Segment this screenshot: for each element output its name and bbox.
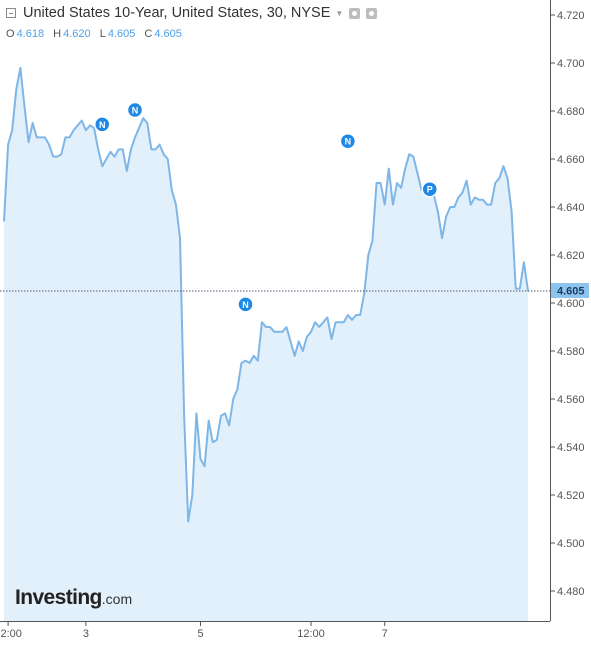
series-line <box>3 66 529 523</box>
collapse-icon[interactable] <box>6 8 16 18</box>
event-marker <box>94 116 111 133</box>
event-marker-label: P <box>427 185 433 195</box>
ohlc-low-value: 4.605 <box>107 28 136 40</box>
chevron-down-icon[interactable]: ▼ <box>335 8 344 18</box>
ohlc-close-key: C <box>144 28 153 40</box>
ohlc-close-value: 4.605 <box>154 28 182 40</box>
y-tick-label: 4.600 <box>557 298 585 310</box>
x-tick-label: 5 <box>197 628 203 640</box>
ohlc-open-key: O <box>6 28 15 40</box>
visibility-icon[interactable] <box>349 7 361 19</box>
current-price-label: 4.605 <box>557 286 585 298</box>
event-marker <box>237 296 254 313</box>
ohlc-readout: O 4.618 H 4.620 L 4.605 C 4.605 <box>6 28 188 40</box>
y-tick-label: 4.560 <box>557 394 585 406</box>
y-tick-label: 4.480 <box>557 586 585 598</box>
y-tick-label: 4.520 <box>557 490 585 502</box>
event-marker-label: N <box>132 106 139 116</box>
ohlc-high-key: H <box>53 28 62 40</box>
y-tick-label: 4.500 <box>557 538 585 550</box>
event-marker-label: N <box>345 137 352 147</box>
logo-domain: .com <box>101 591 133 607</box>
series-area <box>4 67 528 622</box>
ohlc-low-key: L <box>99 28 106 40</box>
investing-logo: Investing.com <box>15 586 132 610</box>
event-marker <box>339 132 357 150</box>
event-marker <box>421 180 438 198</box>
y-tick-label: 4.700 <box>557 58 585 70</box>
y-tick-label: 4.660 <box>557 154 585 166</box>
event-marker-label: N <box>99 120 106 130</box>
settings-icon[interactable] <box>366 7 378 19</box>
ohlc-open-value: 4.618 <box>16 28 45 40</box>
y-tick-label: 4.580 <box>557 346 585 358</box>
x-tick-label: 12:00 <box>0 628 22 640</box>
chart-header: United States 10-Year, United States, 30… <box>6 5 378 21</box>
y-tick-label: 4.640 <box>557 202 585 214</box>
y-tick-label: 4.540 <box>557 442 585 454</box>
x-tick-label: 3 <box>83 628 89 640</box>
current-price-tag <box>551 283 589 298</box>
chart-title: United States 10-Year, United States, 30… <box>23 5 331 21</box>
y-tick-label: 4.620 <box>557 250 585 262</box>
x-tick-label: 7 <box>382 628 388 640</box>
logo-main: Investing <box>15 586 102 609</box>
event-marker-label: N <box>242 300 249 310</box>
x-tick-label: 12:00 <box>297 628 325 640</box>
ohlc-high-value: 4.620 <box>63 28 91 40</box>
y-tick-label: 4.720 <box>557 10 585 22</box>
y-tick-label: 4.680 <box>557 106 585 118</box>
event-marker <box>126 101 144 119</box>
